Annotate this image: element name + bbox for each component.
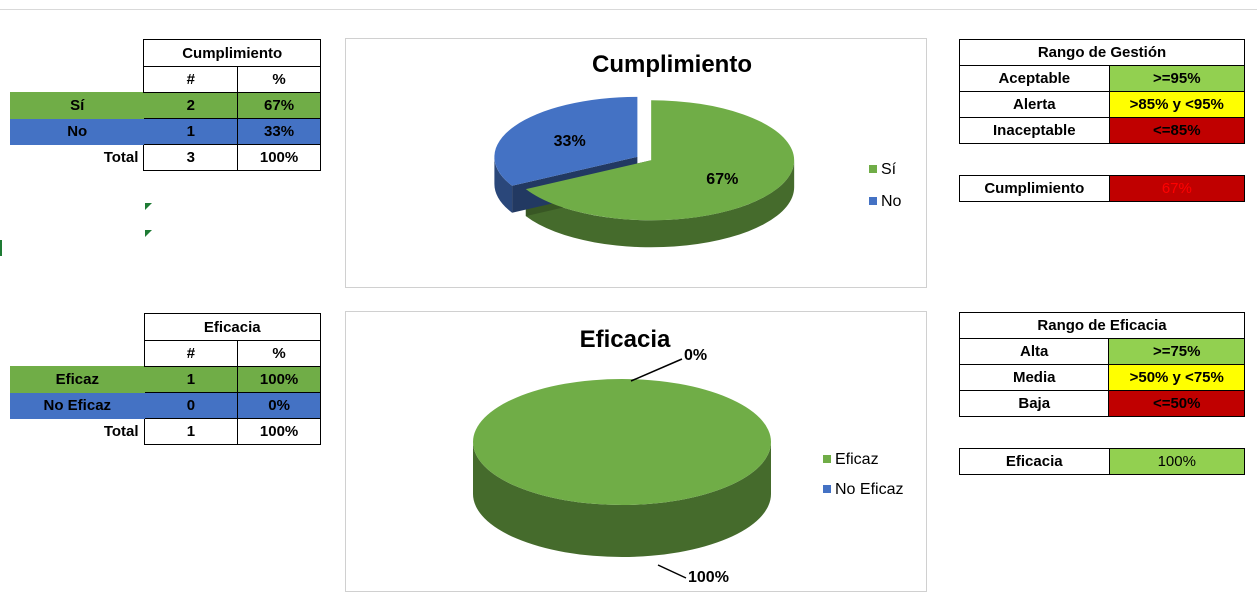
count-header: # xyxy=(143,66,239,93)
empty-cell xyxy=(11,341,145,367)
legend-label-no: No xyxy=(881,193,902,210)
row-label-no-eficaz: No Eficaz xyxy=(10,392,145,419)
row-pct-si: 67% xyxy=(237,92,321,119)
legend-label-si: Sí xyxy=(881,161,897,178)
slice-label-eficaz: 100% xyxy=(688,569,729,586)
total-label: Total xyxy=(103,149,139,167)
slice-side-0 xyxy=(525,160,795,248)
row-pct-no-eficaz: 0% xyxy=(237,392,321,419)
cell-error-marker xyxy=(145,203,152,210)
result-value: 100% xyxy=(1108,448,1245,475)
empty-cell xyxy=(11,314,145,341)
cumplimiento-pie-svg: Cumplimiento 67% 33% Sí No xyxy=(494,51,902,248)
range-label-baja: Baja xyxy=(958,390,1110,417)
pie-slice-no[interactable] xyxy=(494,96,638,186)
cumplimiento-chart[interactable]: Cumplimiento 67% 33% Sí No xyxy=(345,38,927,288)
table-title: Eficacia xyxy=(143,313,322,341)
slice-side-1 xyxy=(494,156,513,213)
top-border-line xyxy=(0,9,1257,10)
eficacia-chart[interactable]: Eficacia 0% 100% Eficaz No Eficaz xyxy=(345,311,927,592)
total-pct: 100% xyxy=(237,418,321,445)
table-title: Cumplimiento xyxy=(143,39,321,67)
total-count: 3 xyxy=(143,144,239,171)
legend-swatch-si xyxy=(869,165,877,173)
legend-swatch-no-eficaz xyxy=(823,485,831,493)
legend-label-eficaz: Eficaz xyxy=(835,451,879,468)
range-label-aceptable: Aceptable xyxy=(959,65,1110,92)
chart-title: Eficacia xyxy=(580,326,671,353)
range-label-alta: Alta xyxy=(958,338,1110,365)
pie-slice-eficaz[interactable] xyxy=(473,379,771,505)
range-label-media: Media xyxy=(958,364,1110,391)
rango-gestion-table: Rango de Gestión Aceptable >=95% Alerta … xyxy=(959,39,1246,144)
range-value-alta: >=75% xyxy=(1108,338,1245,365)
selection-edge-marker xyxy=(0,240,2,256)
pct-header: % xyxy=(237,66,321,93)
total-label: Total xyxy=(103,423,139,441)
rango-eficacia-table: Rango de Eficacia Alta >=75% Media >50% … xyxy=(958,312,1245,417)
chart-title: Cumplimiento xyxy=(592,51,752,78)
cumplimiento-result-table: Cumplimiento 67% xyxy=(959,175,1246,202)
eficacia-result-table: Eficacia 100% xyxy=(959,448,1245,475)
total-count: 1 xyxy=(143,418,239,445)
cumplimiento-table: Cumplimiento # % Sí 2 67% No 1 33% Total… xyxy=(9,39,321,171)
range-value-baja: <=50% xyxy=(1108,390,1245,417)
range-value-inaceptable: <=85% xyxy=(1108,117,1246,144)
eficacia-pie-svg: Eficacia 0% 100% Eficaz No Eficaz xyxy=(473,326,903,586)
row-count-si: 2 xyxy=(143,92,239,119)
leader-line-no-eficaz xyxy=(630,358,683,382)
legend-label-no-eficaz: No Eficaz xyxy=(835,481,903,498)
empty-cell xyxy=(11,67,144,93)
table-title: Rango de Eficacia xyxy=(959,312,1245,339)
row-count-no: 1 xyxy=(143,118,239,145)
row-count-no-eficaz: 0 xyxy=(143,392,239,419)
eficacia-table: Eficacia # % Eficaz 1 100% No Eficaz 0 0… xyxy=(10,313,322,445)
row-label-no: No xyxy=(9,118,145,145)
row-label-si: Sí xyxy=(9,92,145,119)
row-pct-eficaz: 100% xyxy=(237,366,321,393)
range-label-inaceptable: Inaceptable xyxy=(959,117,1110,144)
range-label-alerta: Alerta xyxy=(959,91,1110,118)
slice-label-no: 33% xyxy=(554,133,586,150)
row-label-eficaz: Eficaz xyxy=(10,366,145,393)
slice-label-si: 67% xyxy=(706,171,738,188)
empty-cell xyxy=(11,40,144,67)
leader-line-eficaz xyxy=(657,564,687,579)
total-pct: 100% xyxy=(237,144,321,171)
cell-error-marker xyxy=(145,230,152,237)
result-label: Eficacia xyxy=(959,448,1110,475)
range-value-media: >50% y <75% xyxy=(1108,364,1245,391)
table-title: Rango de Gestión xyxy=(959,39,1245,66)
result-label: Cumplimiento xyxy=(959,175,1110,202)
legend-swatch-eficaz xyxy=(823,455,831,463)
result-value: 67% xyxy=(1108,175,1246,202)
legend-swatch-no xyxy=(869,197,877,205)
range-value-aceptable: >=95% xyxy=(1108,65,1246,92)
slice-side-0 xyxy=(473,442,771,557)
slice-label-no-eficaz: 0% xyxy=(684,347,707,364)
pct-header: % xyxy=(237,340,321,367)
row-pct-no: 33% xyxy=(237,118,321,145)
pie-slice-sí[interactable] xyxy=(525,100,795,221)
row-count-eficaz: 1 xyxy=(143,366,239,393)
count-header: # xyxy=(143,340,239,367)
range-value-alerta: >85% y <95% xyxy=(1108,91,1246,118)
